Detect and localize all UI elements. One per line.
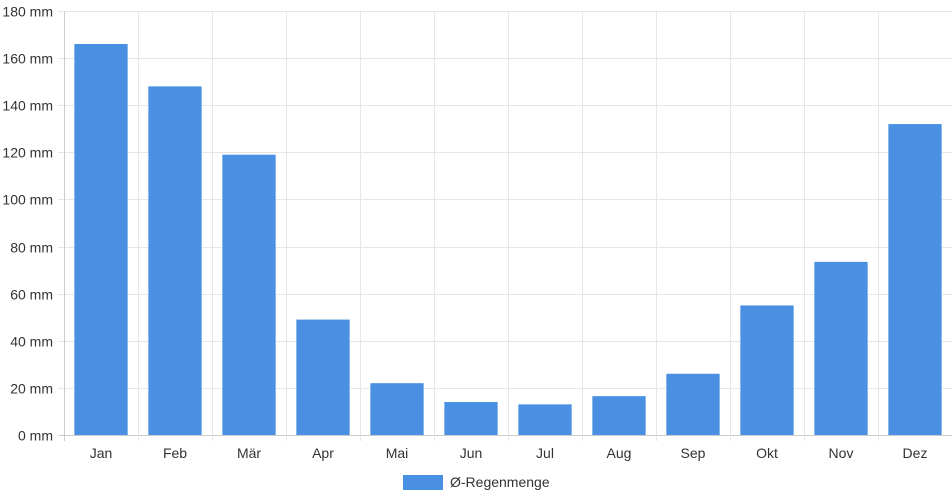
x-tick-label: Feb <box>163 445 187 461</box>
x-tick-label: Nov <box>829 445 854 461</box>
bar[interactable] <box>74 43 128 435</box>
x-tick-label: Jun <box>460 445 483 461</box>
y-tick-label: 80 mm <box>10 240 53 256</box>
bar[interactable] <box>592 396 646 435</box>
legend-swatch[interactable] <box>403 475 443 490</box>
y-tick-label: 20 mm <box>10 381 53 397</box>
legend-label[interactable]: Ø-Regenmenge <box>450 474 550 490</box>
x-tick-label: Dez <box>903 445 928 461</box>
bar[interactable] <box>888 124 942 436</box>
bar[interactable] <box>148 86 202 435</box>
x-tick-label: Apr <box>312 445 334 461</box>
y-tick-label: 100 mm <box>2 192 53 208</box>
bars-layer <box>74 43 942 436</box>
bar[interactable] <box>740 305 794 435</box>
x-tick-label: Okt <box>756 445 778 461</box>
x-tick-label: Jul <box>536 445 554 461</box>
y-tick-label: 140 mm <box>2 98 53 114</box>
x-tick-label: Jan <box>90 445 113 461</box>
x-tick-label: Mär <box>237 445 261 461</box>
y-tick-label: 160 mm <box>2 51 53 67</box>
x-tick-label: Mai <box>386 445 409 461</box>
y-tick-label: 0 mm <box>18 428 53 444</box>
x-axis: Jan Feb Mär Apr Mai Jun Jul Aug Sep Okt Nov Dez <box>90 445 928 461</box>
bar[interactable] <box>666 373 720 435</box>
bar[interactable] <box>444 402 498 435</box>
x-tick-label: Sep <box>681 445 706 461</box>
y-tick-label: 180 mm <box>2 4 53 20</box>
y-tick-label: 40 mm <box>10 334 53 350</box>
x-tick-label: Aug <box>607 445 632 461</box>
bar[interactable] <box>814 261 868 435</box>
y-axis: 0 mm 20 mm 40 mm 60 mm 80 mm 100 mm 120 mm 140 … <box>2 4 53 444</box>
legend[interactable]: Ø-Regenmenge <box>403 474 550 490</box>
bar[interactable] <box>370 383 424 435</box>
bar[interactable] <box>222 154 276 435</box>
grid-layer <box>58 11 952 441</box>
bar[interactable] <box>296 319 350 435</box>
bar[interactable] <box>518 404 572 435</box>
y-tick-label: 120 mm <box>2 145 53 161</box>
y-tick-label: 60 mm <box>10 287 53 303</box>
